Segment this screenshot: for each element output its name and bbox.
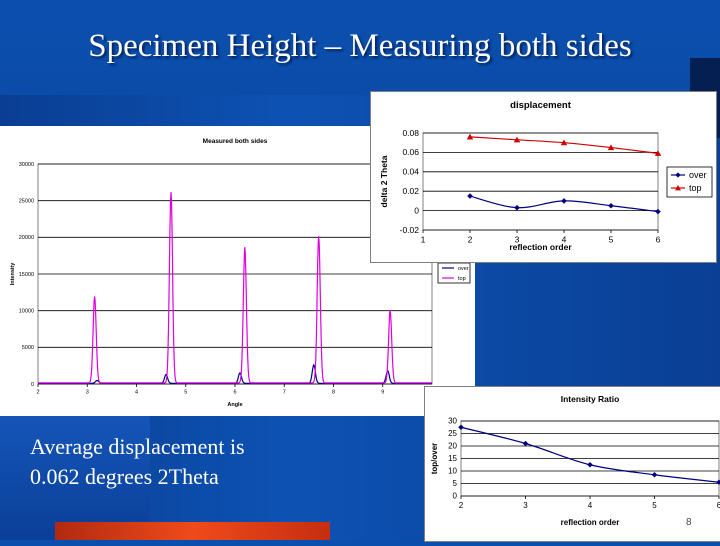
y-axis-label: delta 2 Theta — [379, 155, 389, 207]
intensity-ratio-chart: 0 5 10 15 20 25 30 2 3 4 5 6 Intensity Ratio reflecti… — [424, 386, 720, 542]
intensity-ratio-chart-svg: 0 5 10 15 20 25 30 2 3 4 5 6 Intensity Ratio reflecti… — [430, 394, 720, 527]
y-tick-label: 0 — [414, 205, 419, 215]
x-tick-label: 6 — [233, 390, 236, 396]
x-tick-label: 2 — [36, 390, 39, 396]
y-axis-label: top/over — [430, 443, 439, 475]
data-point — [654, 150, 662, 156]
x-tick-label: 8 — [332, 390, 335, 396]
y-tick-label: 5 — [453, 479, 458, 488]
x-axis-label: Angle — [227, 402, 242, 408]
data-point — [466, 133, 474, 140]
legend-label: top — [689, 183, 702, 193]
x-tick-label: 5 — [652, 501, 657, 510]
data-point — [716, 479, 720, 486]
y-tick-label: 10000 — [19, 309, 34, 315]
legend-box — [666, 166, 713, 198]
chart-title: Measured both sides — [203, 138, 268, 145]
x-tick-label: 9 — [381, 390, 384, 396]
x-tick-label: 5 — [184, 390, 187, 396]
y-tick-label: 15 — [448, 454, 457, 463]
x-tick-label: 7 — [283, 390, 286, 396]
x-tick-label: 4 — [135, 390, 138, 396]
intensity-chart-svg: 0 5000 10000 15000 20000 25000 30000 2 3 4 5 6 7 8 9 Me… — [10, 138, 471, 408]
x-tick-label: 3 — [86, 390, 89, 396]
data-point — [458, 424, 464, 431]
y-tick-label: 25 — [448, 429, 457, 438]
x-tick-label: 4 — [562, 235, 567, 245]
displacement-summary: Average displacement is 0.062 degrees 2T… — [30, 432, 245, 492]
x-tick-label: 3 — [523, 501, 528, 510]
y-tick-label: 0.02 — [402, 186, 419, 196]
y-tick-label: 10 — [448, 467, 457, 476]
y-tick-label: 20 — [448, 442, 457, 451]
y-tick-label: 0.04 — [402, 167, 419, 177]
legend-label: over — [689, 170, 707, 180]
x-axis-label: reflection order — [509, 242, 572, 252]
slide-title: Specimen Height – Measuring both sides — [88, 28, 632, 64]
chart-title: Intensity Ratio — [561, 394, 620, 404]
plot-area — [422, 132, 659, 231]
x-tick-label: 5 — [609, 235, 614, 245]
displacement-chart-svg: -0.02 0 0.02 0.04 0.06 0.08 1 2 3 4 5 6 displacement… — [379, 100, 713, 252]
x-tick-label: 6 — [717, 501, 720, 510]
chart-title: displacement — [510, 100, 572, 111]
x-tick-label: 3 — [515, 235, 520, 245]
x-tick-label: 2 — [459, 501, 464, 510]
summary-line-2: 0.062 degrees 2Theta — [30, 464, 219, 489]
x-tick-label: 2 — [468, 235, 473, 245]
x-tick-label: 4 — [588, 501, 593, 510]
y-tick-label: 15000 — [19, 272, 34, 278]
data-point — [513, 136, 521, 143]
summary-line-1: Average displacement is — [30, 434, 245, 459]
data-point — [560, 139, 568, 146]
legend-label: over — [458, 266, 469, 272]
data-point — [607, 144, 615, 151]
y-tick-label: 0 — [31, 382, 34, 388]
displacement-chart: -0.02 0 0.02 0.04 0.06 0.08 1 2 3 4 5 6 displacement… — [370, 91, 717, 263]
y-tick-label: 0.06 — [402, 147, 419, 157]
y-tick-label: 30 — [448, 417, 457, 426]
x-tick-label: 6 — [656, 235, 661, 245]
legend-marker — [675, 172, 681, 178]
y-axis-label: Intensity — [10, 262, 16, 286]
page-number: 8 — [686, 517, 692, 528]
x-axis-label: reflection order — [561, 518, 620, 527]
y-tick-label: 0.08 — [402, 128, 419, 138]
y-tick-label: 30000 — [19, 162, 34, 168]
y-tick-label: -0.02 — [400, 225, 420, 235]
series-line-top — [38, 192, 432, 384]
legend-marker — [675, 185, 681, 191]
y-tick-label: 5000 — [22, 345, 34, 351]
x-tick-label: 1 — [421, 235, 426, 245]
decorative-red-bar — [55, 522, 330, 540]
legend-label: top — [458, 276, 466, 282]
y-tick-label: 0 — [453, 492, 458, 501]
y-tick-label: 25000 — [19, 199, 34, 205]
y-tick-label: 20000 — [19, 235, 34, 241]
